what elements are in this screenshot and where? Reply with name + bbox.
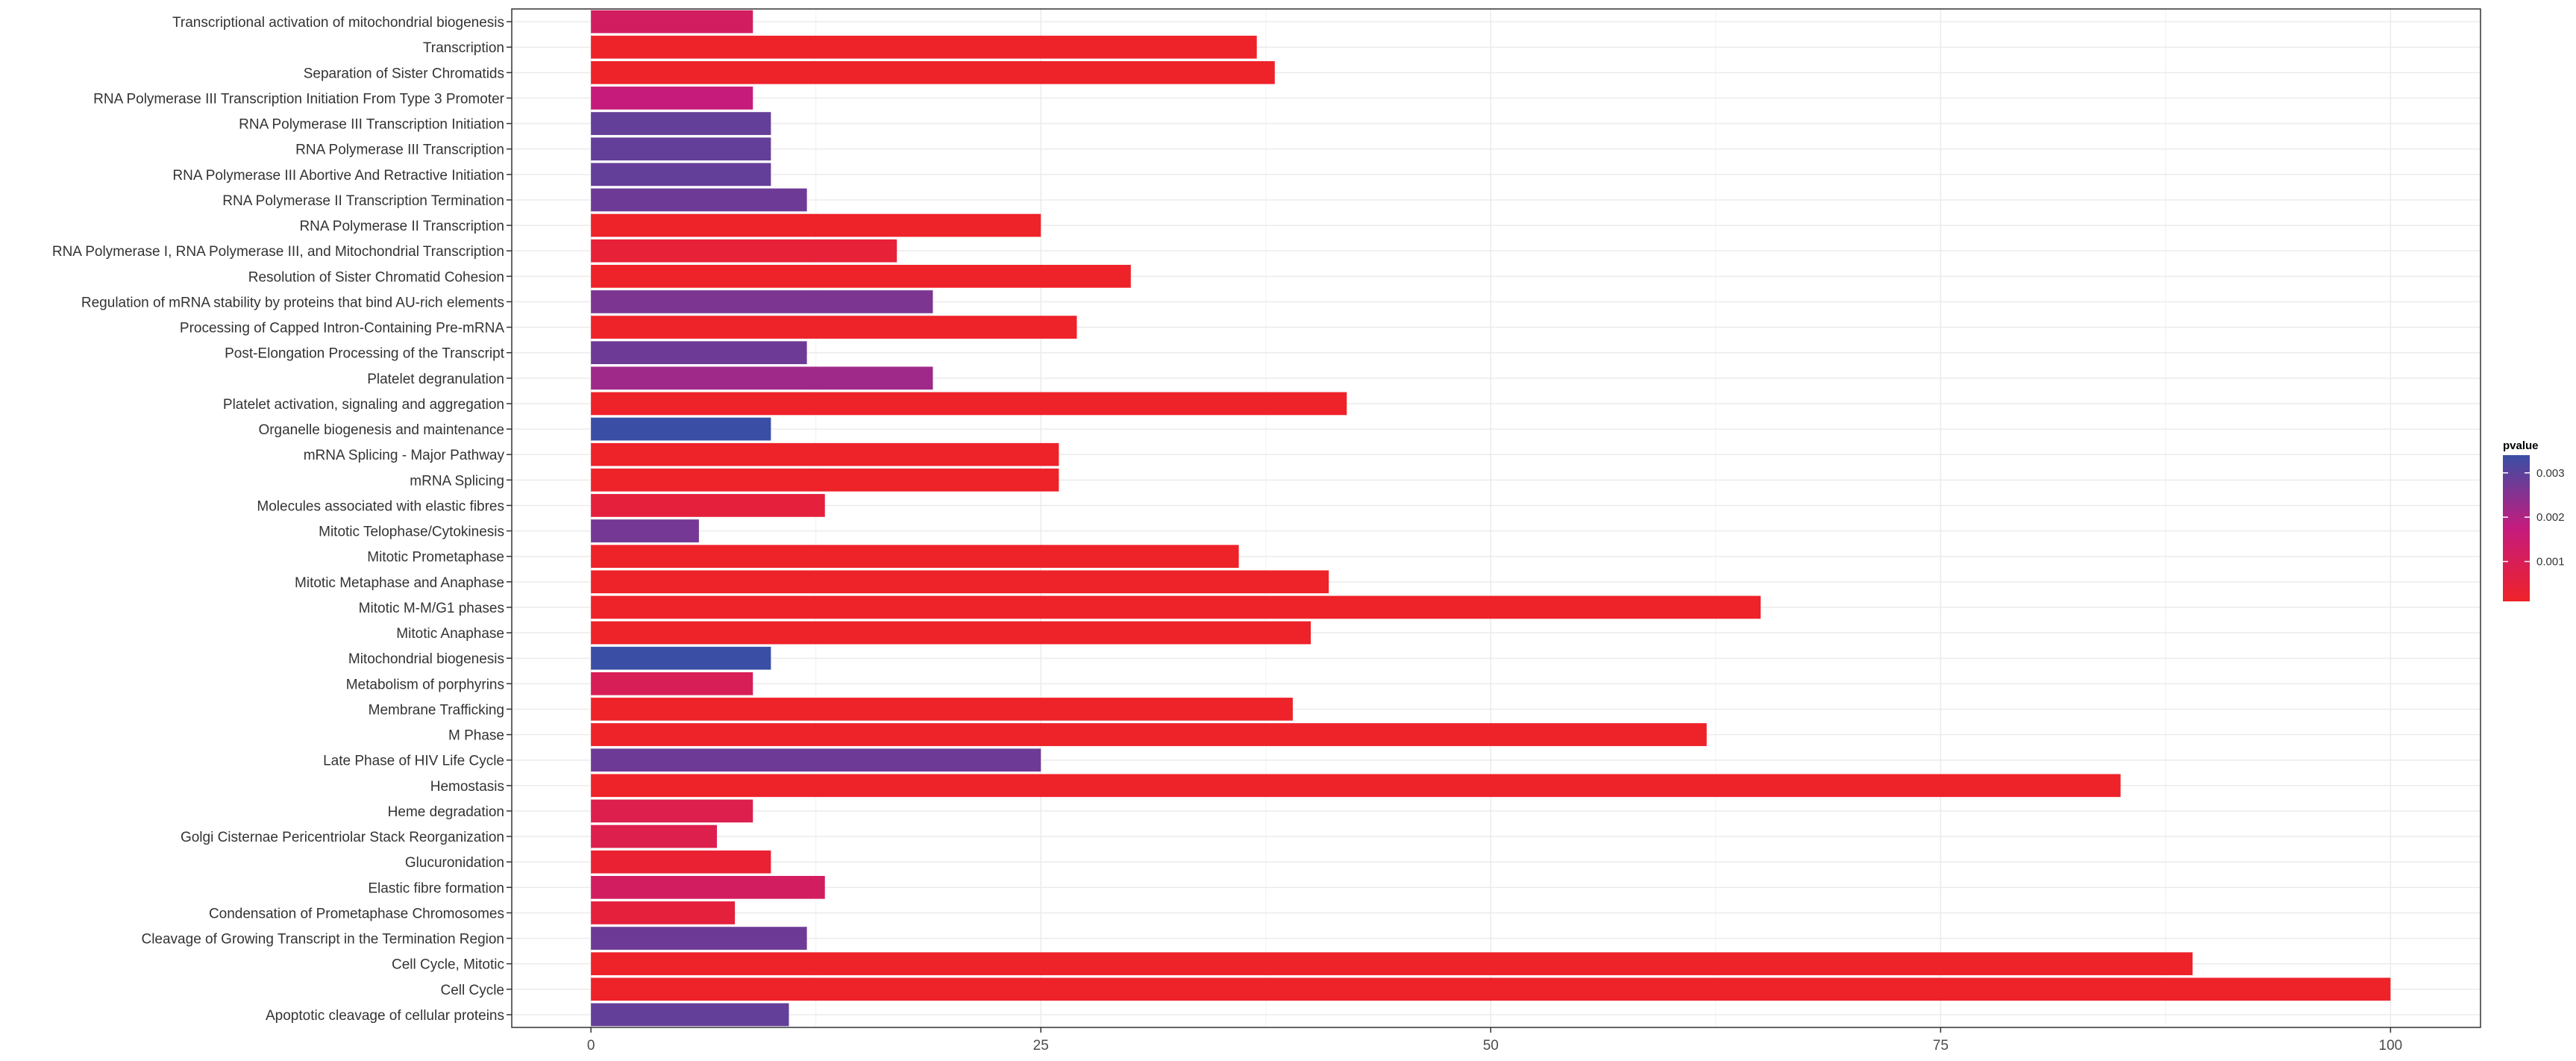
- category-label: Cleavage of Growing Transcript in the Te…: [141, 932, 504, 948]
- bar: [591, 850, 771, 874]
- category-label: Resolution of Sister Chromatid Cohesion: [248, 269, 504, 285]
- category-label: Golgi Cisternae Pericentriolar Stack Reo…: [181, 830, 504, 845]
- category-label: Glucuronidation: [405, 855, 504, 871]
- bar: [591, 417, 771, 441]
- legend-tick-label: 0.002: [2536, 511, 2565, 524]
- category-label: RNA Polymerase I, RNA Polymerase III, an…: [52, 244, 504, 260]
- category-label: Elastic fibre formation: [368, 880, 504, 896]
- bar: [591, 264, 1131, 288]
- category-label: Separation of Sister Chromatids: [304, 66, 504, 81]
- bar: [591, 799, 753, 823]
- bar: [591, 748, 1041, 772]
- category-label: Metabolism of porphyrins: [346, 677, 504, 692]
- category-label: Mitotic Telophase/Cytokinesis: [319, 525, 504, 540]
- category-label: Platelet activation, signaling and aggre…: [223, 397, 504, 413]
- bar: [591, 442, 1059, 466]
- bar: [591, 672, 753, 695]
- bar: [591, 1003, 789, 1027]
- bar: [591, 519, 699, 542]
- bar: [591, 60, 1275, 84]
- plot-panel-border: [511, 8, 2481, 1028]
- legend-tick-label: 0.001: [2536, 556, 2565, 569]
- x-axis: 0 25 50 75 100: [587, 1027, 2402, 1054]
- category-label: Late Phase of HIV Life Cycle: [323, 754, 504, 769]
- x-tick-label: 25: [1033, 1038, 1049, 1054]
- category-label: RNA Polymerase III Transcription Initiat…: [93, 91, 505, 107]
- category-label: mRNA Splicing - Major Pathway: [304, 448, 505, 463]
- legend-tick-label: 0.003: [2536, 467, 2565, 480]
- y-axis: Apoptotic cleavage of cellular proteins C…: [52, 15, 512, 1024]
- category-label: RNA Polymerase III Abortive And Retracti…: [172, 168, 504, 184]
- category-label: Mitochondrial biogenesis: [348, 651, 504, 667]
- category-label: Hemostasis: [430, 779, 504, 795]
- plot-panel-background: [512, 9, 2481, 1027]
- legend: pvalue 0.001 0.002 0.003: [2503, 439, 2565, 601]
- bar: [591, 188, 807, 212]
- bar: [591, 774, 2121, 798]
- bar: [591, 952, 2193, 976]
- bar: [591, 824, 717, 848]
- category-label: Transcription: [423, 40, 504, 56]
- bar: [591, 595, 1761, 619]
- category-label: Molecules associated with elastic fibres: [257, 498, 504, 514]
- bar: [591, 392, 1347, 416]
- bar: [591, 87, 753, 110]
- bar: [591, 698, 1293, 721]
- category-label: Platelet degranulation: [367, 372, 504, 387]
- category-label: Cell Cycle: [440, 983, 504, 998]
- bar: [591, 646, 771, 670]
- category-label: Heme degradation: [388, 804, 504, 820]
- bar: [591, 10, 753, 34]
- legend-ticks: 0.001 0.002 0.003: [2503, 467, 2565, 569]
- bar: [591, 545, 1239, 569]
- category-label: Apoptotic cleavage of cellular proteins: [266, 1008, 504, 1024]
- category-label: Membrane Trafficking: [369, 702, 504, 718]
- bar: [591, 163, 771, 187]
- category-label: RNA Polymerase II Transcription Terminat…: [222, 193, 504, 209]
- category-label: Cell Cycle, Mitotic: [392, 957, 504, 973]
- x-tick-label: 75: [1933, 1038, 1949, 1054]
- category-label: M Phase: [448, 728, 504, 744]
- bar: [591, 977, 2391, 1001]
- bar: [591, 112, 771, 135]
- category-label: Mitotic M-M/G1 phases: [359, 601, 504, 616]
- bar: [591, 570, 1329, 594]
- bar: [591, 35, 1257, 59]
- bar: [591, 316, 1077, 339]
- legend-colorbar: [2503, 455, 2530, 601]
- category-label: RNA Polymerase III Transcription: [295, 143, 504, 158]
- category-label: Mitotic Prometaphase: [367, 550, 504, 566]
- bar: [591, 494, 825, 517]
- bar: [591, 927, 807, 950]
- category-label: RNA Polymerase II Transcription: [299, 219, 504, 234]
- bar: [591, 366, 933, 390]
- category-label: Condensation of Prometaphase Chromosomes: [209, 906, 504, 921]
- bar: [591, 137, 771, 161]
- x-tick-label: 0: [587, 1038, 595, 1054]
- category-label: Regulation of mRNA stability by proteins…: [81, 295, 504, 310]
- bars: [591, 10, 2391, 1027]
- bar: [591, 901, 736, 924]
- x-tick-label: 100: [2379, 1038, 2403, 1054]
- bar: [591, 290, 933, 313]
- category-label: Organelle biogenesis and maintenance: [258, 422, 504, 438]
- bar: [591, 341, 807, 365]
- bar: [591, 723, 1707, 746]
- bar: [591, 213, 1041, 237]
- bar: [591, 239, 897, 263]
- bar: [591, 875, 825, 899]
- x-tick-label: 50: [1483, 1038, 1499, 1054]
- category-label: Transcriptional activation of mitochondr…: [172, 15, 504, 31]
- category-label: RNA Polymerase III Transcription Initiat…: [239, 117, 504, 133]
- bar: [591, 621, 1311, 645]
- category-label: Processing of Capped Intron-Containing P…: [180, 321, 504, 337]
- legend-title: pvalue: [2503, 439, 2539, 452]
- category-label: Mitotic Anaphase: [396, 626, 504, 642]
- category-label: Mitotic Metaphase and Anaphase: [295, 575, 504, 591]
- category-label: mRNA Splicing: [410, 473, 504, 489]
- category-label: Post-Elongation Processing of the Transc…: [225, 346, 505, 362]
- bar: [591, 468, 1059, 492]
